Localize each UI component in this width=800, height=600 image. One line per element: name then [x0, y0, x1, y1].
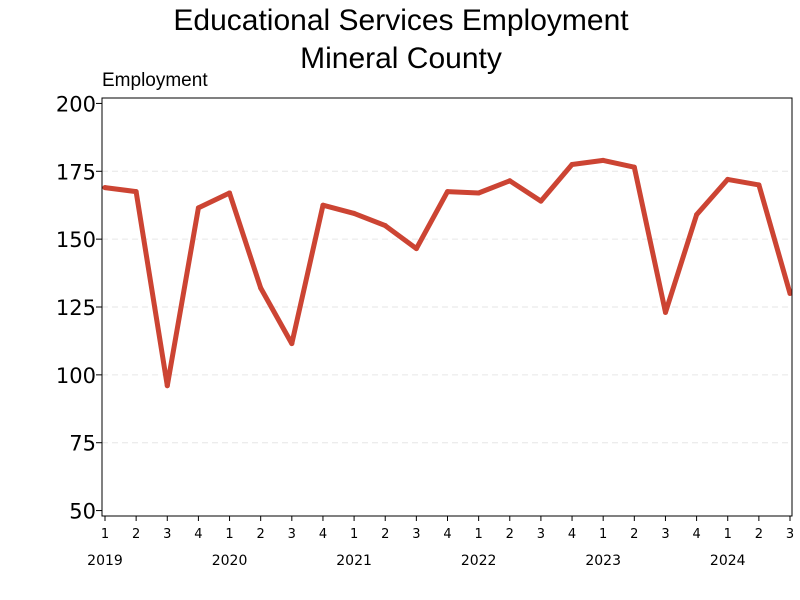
y-tick-label: 100 — [56, 364, 96, 388]
x-tick-label: 4 — [443, 527, 451, 542]
data-points — [102, 157, 793, 389]
x-tick-label: 2 — [506, 527, 514, 542]
x-year-label: 2022 — [461, 553, 497, 569]
x-tick-label: 2 — [381, 527, 389, 542]
y-axis-label: Employment — [102, 70, 208, 91]
x-tick-label: 4 — [194, 527, 202, 542]
x-year-label: 2019 — [87, 553, 123, 569]
y-tick-label: 175 — [56, 160, 96, 184]
y-tick-label: 50 — [69, 500, 96, 524]
y-tick-label: 150 — [56, 228, 96, 252]
x-tick-label: 1 — [350, 527, 358, 542]
x-year-label: 2023 — [585, 553, 621, 569]
x-tick-label: 1 — [225, 527, 233, 542]
data-point — [538, 198, 544, 204]
x-year-label: 2021 — [336, 553, 372, 569]
data-point — [320, 202, 326, 208]
data-point — [725, 176, 731, 182]
x-tick-label: 3 — [786, 527, 794, 542]
data-point — [133, 189, 139, 195]
x-tick-label: 3 — [163, 527, 171, 542]
data-point — [445, 189, 450, 195]
x-year-label: 2020 — [212, 553, 248, 569]
x-tick-label: 1 — [599, 527, 607, 542]
x-tick-label: 3 — [661, 527, 669, 542]
x-tick-label: 3 — [537, 527, 545, 542]
chart-subtitle: Mineral County — [300, 42, 502, 75]
data-point — [289, 341, 295, 347]
chart-title: Educational Services Employment — [173, 4, 629, 37]
data-point — [195, 205, 201, 211]
data-point — [756, 182, 762, 188]
data-point — [258, 285, 264, 291]
data-point — [351, 210, 357, 216]
data-point — [694, 212, 700, 218]
grid-lines — [102, 170, 792, 444]
x-axis-ticks: 1 2 3 4 1 2 3 4 1 2 3 4 1 2 3 4 1 2 3 4 1 2 3 — [101, 516, 794, 542]
data-point — [382, 223, 388, 229]
x-tick-label: 3 — [288, 527, 296, 542]
x-tick-label: 3 — [412, 527, 420, 542]
x-tick-label: 1 — [474, 527, 482, 542]
data-point — [476, 190, 482, 196]
y-tick-label: 200 — [56, 92, 96, 116]
x-axis-years: 2019 2020 2021 2022 2023 2024 — [87, 553, 745, 569]
x-tick-label: 4 — [319, 527, 327, 542]
data-point — [600, 157, 606, 163]
plot-frame — [101, 97, 793, 517]
y-tick-label: 125 — [56, 296, 96, 320]
x-tick-label: 2 — [630, 527, 638, 542]
y-tick-label: 75 — [69, 432, 96, 456]
x-tick-label: 4 — [568, 527, 576, 542]
x-tick-label: 1 — [101, 527, 109, 542]
data-point — [507, 178, 513, 184]
x-tick-label: 2 — [257, 527, 265, 542]
data-point — [787, 290, 793, 296]
x-tick-label: 1 — [724, 527, 732, 542]
series-line — [102, 157, 793, 389]
data-point — [413, 246, 419, 252]
data-point — [102, 185, 108, 191]
x-tick-label: 4 — [692, 527, 700, 542]
data-point — [569, 162, 575, 167]
y-axis-ticks: 50 75 100 125 150 175 200 — [56, 92, 102, 524]
data-point — [227, 190, 233, 196]
x-tick-label: 2 — [755, 527, 763, 542]
x-year-label: 2024 — [710, 553, 746, 569]
data-point — [631, 164, 637, 170]
data-point — [662, 309, 668, 315]
x-tick-label: 2 — [132, 527, 140, 542]
data-point — [164, 383, 170, 389]
